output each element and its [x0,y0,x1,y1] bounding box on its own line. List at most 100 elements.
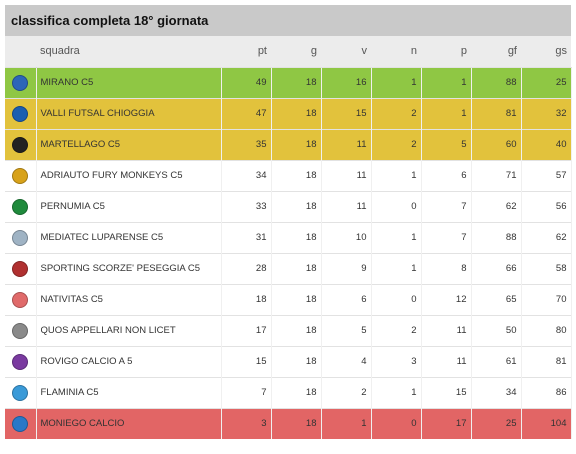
stat-p: 7 [420,190,471,222]
stat-v: 16 [320,66,371,98]
stat-p: 7 [420,221,471,253]
team-logo-icon [12,291,29,308]
stat-v: 1 [320,407,371,439]
team-logo-icon [12,74,29,91]
stat-pt: 7 [220,376,271,408]
stat-gf: 88 [470,221,521,253]
stat-g: 18 [270,407,321,439]
team-name[interactable]: FLAMINIA C5 [36,376,221,408]
team-logo-cell [5,66,37,98]
stat-v: 5 [320,314,371,346]
stat-pt: 15 [220,345,271,377]
header-gf: gf [471,36,521,67]
stat-p: 15 [420,376,471,408]
stat-p: 1 [420,66,471,98]
team-name[interactable]: MIRANO C5 [36,66,221,98]
stat-gs: 104 [520,407,571,439]
stat-p: 11 [420,345,471,377]
stat-gf: 62 [470,190,521,222]
team-logo-cell [5,159,37,191]
team-name[interactable]: MARTELLAGO C5 [36,128,221,160]
stat-gf: 66 [470,252,521,284]
team-name[interactable]: NATIVITAS C5 [36,283,221,315]
stat-n: 0 [370,407,421,439]
table-row[interactable]: PERNUMIA C53318110762566 [5,190,571,222]
team-name[interactable]: PERNUMIA C5 [36,190,221,222]
team-name[interactable]: MONIEGO CALCIO [36,407,221,439]
table-row[interactable]: ADRIAUTO FURY MONKEYS C534181116715714 [5,159,571,191]
stat-gs: 70 [520,283,571,315]
team-name[interactable]: ROVIGO CALCIO A 5 [36,345,221,377]
stat-pt: 3 [220,407,271,439]
team-logo-icon [12,353,29,370]
stat-n: 2 [370,314,421,346]
header-logo [5,36,36,67]
stat-gf: 34 [470,376,521,408]
stat-pt: 34 [220,159,271,191]
stat-n: 0 [370,283,421,315]
stat-gs: 86 [520,376,571,408]
stat-g: 18 [270,376,321,408]
team-logo-icon [12,384,29,401]
stat-pt: 35 [220,128,271,160]
team-logo-icon [12,105,29,122]
team-logo-icon [12,167,29,184]
header-v: v [321,36,371,67]
header-n: n [371,36,421,67]
stat-pt: 49 [220,66,271,98]
team-name[interactable]: SPORTING SCORZE' PESEGGIA C5 [36,252,221,284]
header-row: squadra pt g v n p gf gs dr [5,36,571,67]
stat-p: 8 [420,252,471,284]
stat-v: 11 [320,190,371,222]
team-logo-icon [12,260,29,277]
stat-v: 10 [320,221,371,253]
stat-pt: 17 [220,314,271,346]
team-name[interactable]: VALLI FUTSAL CHIOGGIA [36,97,221,129]
team-logo-icon [12,415,29,432]
standings-body: MIRANO C549181611882563VALLI FUTSAL CHIO… [5,66,571,439]
table-row[interactable]: MEDIATEC LUPARENSE C531181017886226 [5,221,571,253]
stat-gs: 25 [520,66,571,98]
stat-v: 9 [320,252,371,284]
team-logo-icon [12,198,29,215]
stat-gf: 61 [470,345,521,377]
team-logo-icon [12,229,29,246]
team-logo-icon [12,136,29,153]
team-logo-cell [5,345,37,377]
stat-v: 4 [320,345,371,377]
stat-gf: 25 [470,407,521,439]
stat-pt: 33 [220,190,271,222]
stat-g: 18 [270,97,321,129]
stat-p: 1 [420,97,471,129]
stat-gf: 60 [470,128,521,160]
table-row[interactable]: SPORTING SCORZE' PESEGGIA C5281891866588 [5,252,571,284]
team-logo-cell [5,283,37,315]
team-logo-cell [5,97,37,129]
stat-n: 2 [370,97,421,129]
table-row[interactable]: MIRANO C549181611882563 [5,66,571,98]
table-row[interactable]: VALLI FUTSAL CHIOGGIA47181521813249 [5,97,571,129]
stat-gf: 71 [470,159,521,191]
table-row[interactable]: MARTELLAGO C535181125604020 [5,128,571,160]
standings-widget: classifica completa 18° giornata squadra… [5,5,571,439]
stat-gs: 62 [520,221,571,253]
stat-pt: 31 [220,221,271,253]
header-p: p [421,36,471,67]
team-name[interactable]: MEDIATEC LUPARENSE C5 [36,221,221,253]
stat-g: 18 [270,190,321,222]
stat-p: 17 [420,407,471,439]
stat-g: 18 [270,314,321,346]
stat-pt: 18 [220,283,271,315]
stat-v: 2 [320,376,371,408]
stat-n: 3 [370,345,421,377]
team-name[interactable]: ADRIAUTO FURY MONKEYS C5 [36,159,221,191]
stat-p: 5 [420,128,471,160]
stat-gf: 65 [470,283,521,315]
header-squadra: squadra [36,36,221,67]
team-name[interactable]: QUOS APPELLARI NON LICET [36,314,221,346]
